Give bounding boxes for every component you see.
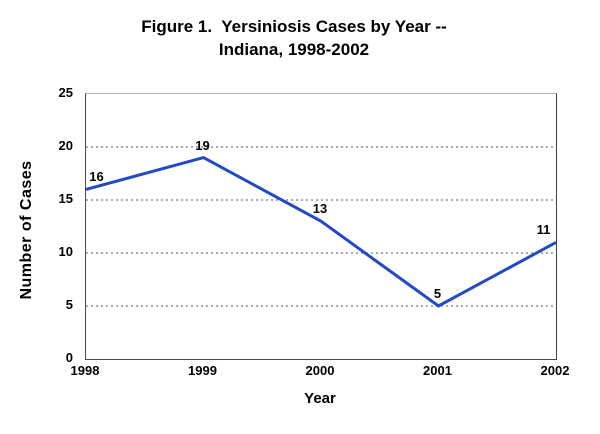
data-label-2002: 11 — [536, 222, 551, 238]
x-tick-label-2002: 2002 — [540, 363, 570, 378]
data-label-2000: 13 — [312, 201, 328, 217]
data-label-1999: 19 — [195, 137, 210, 153]
y-tick-label-15: 15 — [58, 191, 73, 206]
data-label-1998: 16 — [89, 169, 104, 185]
x-tick-label-2000: 2000 — [305, 363, 335, 378]
y-tick-label-5: 5 — [65, 297, 73, 312]
series-line — [86, 155, 556, 308]
x-tick-label-1998: 1998 — [70, 363, 100, 378]
x-tick-label-2001: 2001 — [423, 363, 452, 378]
y-tick-label-0: 0 — [65, 350, 73, 365]
data-label-2001: 5 — [433, 286, 442, 301]
plot-canvas — [86, 146, 556, 308]
chart-title: Figure 1. Yersiniosis Cases by Year -- I… — [94, 15, 494, 61]
x-axis-title: Year — [304, 390, 336, 407]
chart-title-line-1: Figure 1. Yersiniosis Cases by Year -- — [141, 17, 447, 36]
plot-area — [85, 93, 557, 360]
y-tick-label-20: 20 — [58, 138, 73, 153]
y-tick-label-10: 10 — [58, 244, 73, 259]
y-tick-label-25: 25 — [58, 85, 73, 100]
chart-title-line-2: Indiana, 1998-2002 — [218, 40, 370, 59]
x-tick-label-1999: 1999 — [188, 363, 217, 378]
